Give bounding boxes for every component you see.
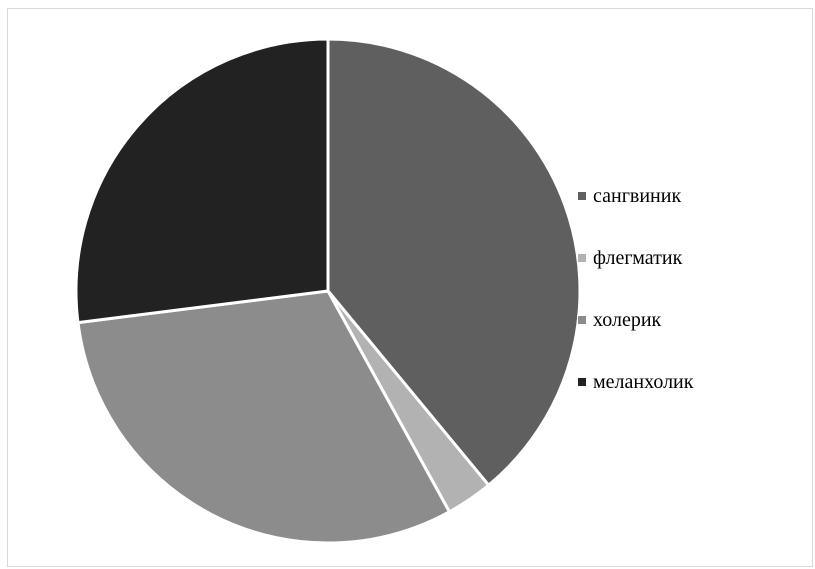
legend-item-melancholic: меланхолик: [577, 367, 693, 397]
chart-area: сангвиник флегматик холерик меланхолик: [7, 8, 813, 567]
legend: сангвиник флегматик холерик меланхолик: [577, 181, 693, 429]
legend-label: холерик: [593, 308, 662, 331]
slice-melancholic: [74, 37, 330, 325]
legend-label: сангвиник: [593, 184, 682, 207]
legend-swatch: [577, 253, 587, 263]
legend-swatch: [577, 191, 587, 201]
pie-chart: [74, 37, 582, 545]
slice-sanguine: [326, 37, 582, 487]
legend-swatch: [577, 315, 587, 325]
legend-swatch: [577, 377, 587, 387]
legend-item-choleric: холерик: [577, 305, 693, 335]
legend-item-phlegmatic: флегматик: [577, 243, 693, 273]
legend-item-sanguine: сангвиник: [577, 181, 693, 211]
legend-label: флегматик: [593, 246, 683, 269]
legend-label: меланхолик: [593, 370, 694, 393]
slice-choleric: [76, 289, 451, 545]
